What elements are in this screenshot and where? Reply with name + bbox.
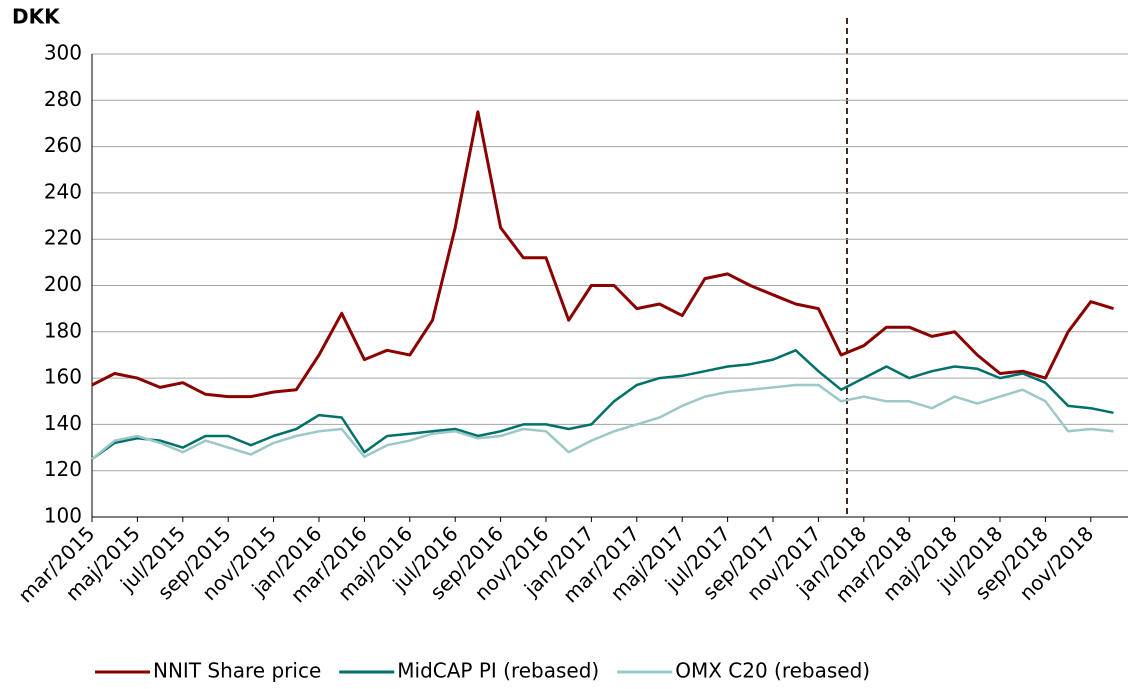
y-tick-label: 220 xyxy=(44,226,82,250)
y-tick-label: 140 xyxy=(44,411,82,435)
legend-label: MidCAP PI (rebased) xyxy=(397,659,599,683)
series-line xyxy=(91,110,1114,399)
y-tick-label: 240 xyxy=(44,179,82,203)
y-tick-label: 120 xyxy=(44,457,82,481)
y-tick-label: 280 xyxy=(44,87,82,111)
legend-label: NNIT Share price xyxy=(153,659,321,683)
series-line xyxy=(91,383,1114,461)
y-tick-label: 200 xyxy=(44,272,82,296)
y-tick-label: 160 xyxy=(44,365,82,389)
y-axis-label: DKK xyxy=(12,5,61,29)
y-tick-label: 300 xyxy=(44,41,82,65)
y-tick-label: 180 xyxy=(44,318,82,342)
y-tick-label: 260 xyxy=(44,133,82,157)
series-line xyxy=(91,349,1114,461)
y-tick-label: 100 xyxy=(44,504,82,528)
legend-label: OMX C20 (rebased) xyxy=(675,659,870,683)
